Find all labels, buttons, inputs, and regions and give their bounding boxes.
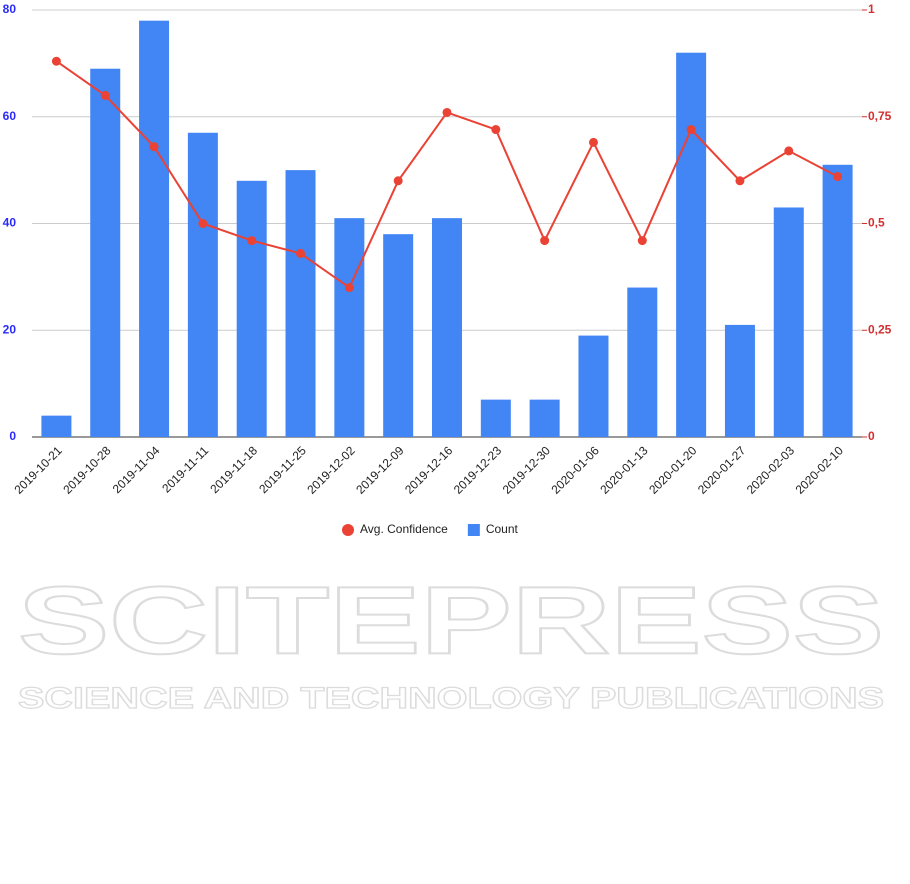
- point: [393, 176, 403, 186]
- x-tick-label: 2019-10-21: [11, 443, 65, 497]
- x-tick-label: 2019-12-02: [304, 443, 358, 497]
- bar: [41, 415, 72, 437]
- x-tick-label: 2020-01-06: [549, 443, 603, 497]
- bar: [285, 170, 316, 437]
- point: [149, 142, 159, 152]
- x-tick-label: 2020-02-03: [744, 443, 798, 497]
- point: [833, 172, 843, 182]
- point: [735, 176, 745, 186]
- y-tick-label: 0: [9, 429, 16, 443]
- point: [637, 236, 647, 246]
- y-tick-label: 60: [3, 109, 17, 123]
- legend-marker: [342, 524, 354, 536]
- bar: [480, 399, 511, 437]
- point: [51, 56, 61, 66]
- bar: [432, 218, 462, 437]
- watermark-subtitle: SCIENCE AND TECHNOLOGY PUBLICATIONS: [18, 682, 884, 715]
- bar: [822, 164, 853, 437]
- bar: [529, 399, 560, 437]
- x-tick-label: 2019-11-25: [256, 443, 309, 496]
- point: [588, 137, 598, 147]
- x-tick-label: 2019-11-18: [207, 443, 260, 496]
- bar: [627, 287, 658, 437]
- x-tick-label: 2019-12-23: [451, 443, 505, 497]
- legend-label: Avg. Confidence: [360, 522, 448, 536]
- bar: [334, 218, 365, 437]
- bar: [90, 68, 121, 438]
- x-tick-label: 2020-01-27: [695, 443, 749, 497]
- watermark-title: SCITEPRESS: [18, 567, 884, 674]
- x-tick-label: 2019-12-09: [353, 443, 407, 497]
- y2-tick-label: 0: [868, 429, 875, 443]
- point: [491, 125, 501, 135]
- x-tick-label: 2020-02-10: [793, 443, 847, 497]
- point: [296, 248, 306, 258]
- point: [198, 219, 208, 228]
- y2-tick-label: 0,25: [868, 322, 892, 336]
- bar: [383, 234, 414, 437]
- bar: [773, 207, 804, 437]
- y2-tick-label: 1: [868, 2, 875, 16]
- legend-marker: [467, 524, 480, 536]
- x-tick-label: 2019-12-30: [500, 443, 554, 497]
- x-tick-label: 2020-01-13: [597, 443, 651, 497]
- x-tick-label: 2020-01-20: [646, 443, 700, 497]
- y2-tick-label: 0,5: [868, 216, 885, 230]
- x-tick-label: 2019-12-16: [402, 443, 456, 497]
- bar: [676, 52, 707, 437]
- point: [540, 236, 550, 246]
- point: [247, 236, 257, 246]
- legend-label: Count: [486, 522, 519, 536]
- point: [686, 125, 696, 135]
- point: [100, 90, 110, 100]
- bar: [139, 20, 170, 438]
- bar: [187, 132, 218, 437]
- point: [784, 146, 794, 156]
- bar: [236, 180, 267, 438]
- y-tick-label: 80: [3, 2, 17, 16]
- bar: [724, 324, 755, 437]
- point: [442, 107, 452, 117]
- x-tick-label: 2019-11-04: [110, 443, 163, 496]
- x-tick-label: 2019-10-28: [60, 443, 114, 497]
- x-tick-label: 2019-11-11: [159, 443, 211, 495]
- y2-tick-label: 0,75: [868, 109, 892, 123]
- bar: [578, 335, 609, 437]
- y-tick-label: 40: [3, 216, 17, 230]
- y-tick-label: 20: [3, 322, 17, 336]
- point: [344, 283, 354, 293]
